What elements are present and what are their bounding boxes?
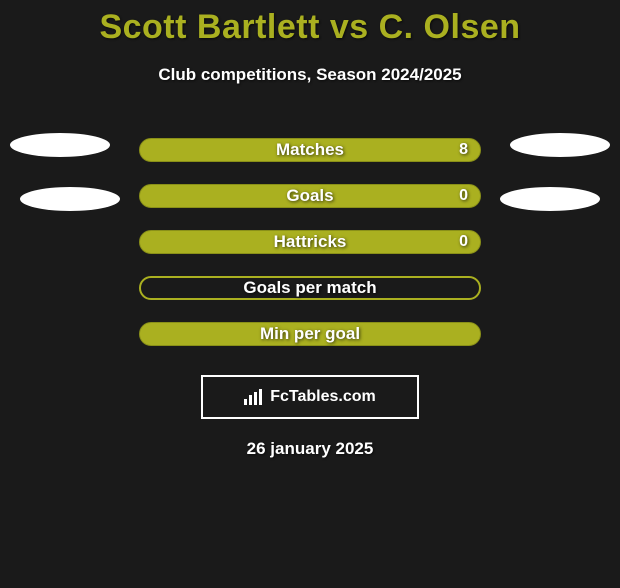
date-text: 26 january 2025 [0, 439, 620, 459]
brand-text: FcTables.com [270, 388, 376, 406]
stat-row-min-per-goal: Min per goal [0, 311, 620, 357]
stat-value: 0 [459, 187, 468, 205]
stat-label: Hattricks [274, 232, 347, 252]
stat-bar: Min per goal [139, 322, 481, 346]
stat-bar: Hattricks 0 [139, 230, 481, 254]
stat-label: Matches [276, 140, 344, 160]
page-subtitle: Club competitions, Season 2024/2025 [0, 65, 620, 85]
stat-label: Goals [286, 186, 333, 206]
stat-row-goals: Goals 0 [0, 173, 620, 219]
stats-container: Matches 8 Goals 0 Hattricks 0 Goals per … [0, 127, 620, 357]
stat-bar: Matches 8 [139, 138, 481, 162]
page-title: Scott Bartlett vs C. Olsen [0, 8, 620, 47]
stat-row-goals-per-match: Goals per match [0, 265, 620, 311]
chart-icon [244, 389, 264, 405]
stat-row-matches: Matches 8 [0, 127, 620, 173]
stat-value: 0 [459, 233, 468, 251]
stat-label: Goals per match [243, 278, 376, 298]
stat-bar: Goals 0 [139, 184, 481, 208]
stat-value: 8 [459, 141, 468, 159]
stat-bar: Goals per match [139, 276, 481, 300]
brand-logo[interactable]: FcTables.com [201, 375, 419, 419]
stat-label: Min per goal [260, 324, 360, 344]
stat-row-hattricks: Hattricks 0 [0, 219, 620, 265]
